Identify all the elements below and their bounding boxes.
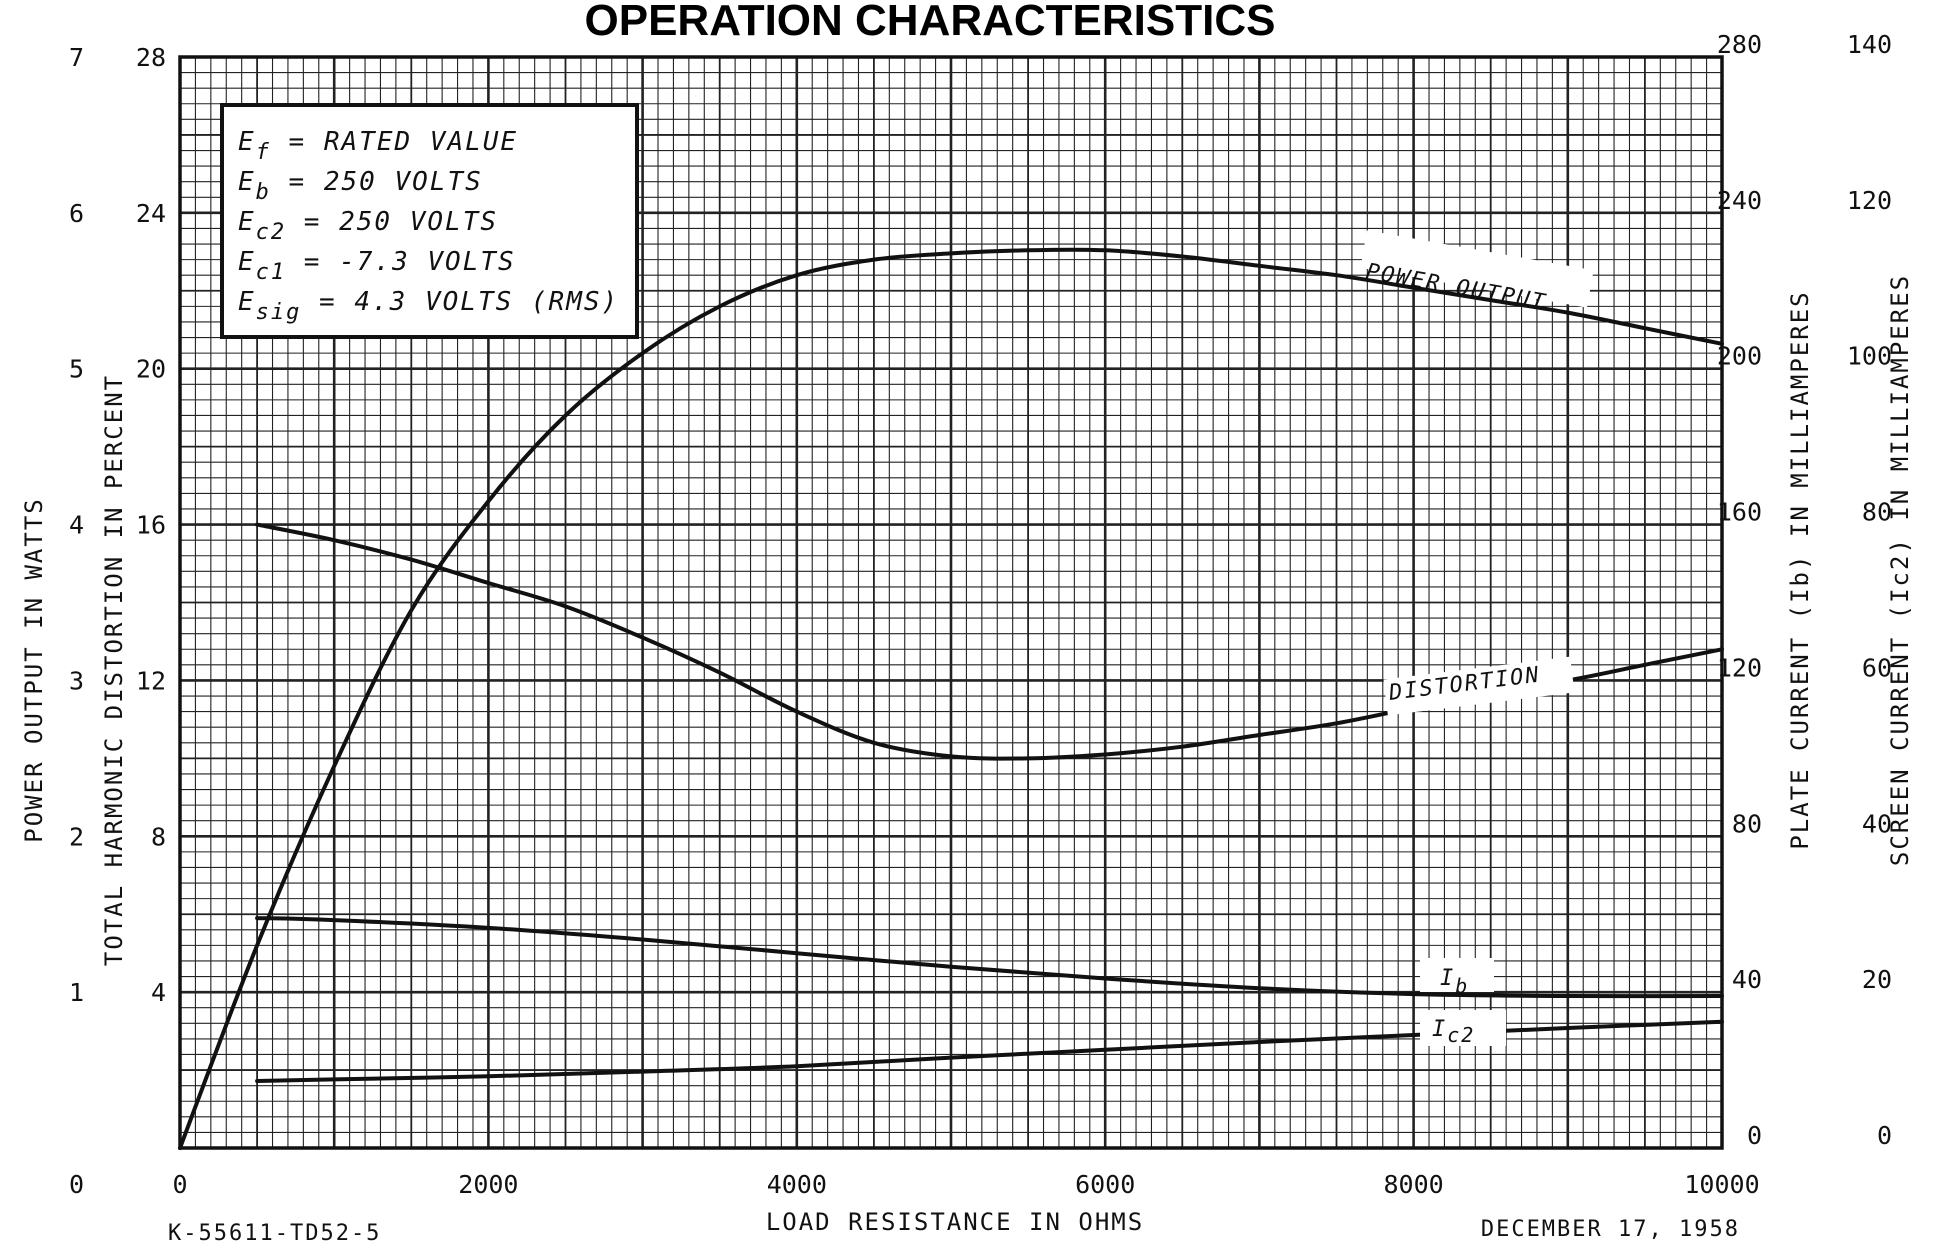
plate-tick-label: 200 (1717, 342, 1762, 371)
ic2-label-backing (1420, 1010, 1506, 1046)
condition-symbol: E (238, 127, 256, 157)
condition-subscript: c2 (256, 220, 287, 245)
distortion-tick-label: 16 (136, 511, 166, 540)
plate-tick-label: 40 (1732, 965, 1762, 994)
condition-subscript: sig (256, 300, 302, 325)
distortion-tick-label: 8 (151, 822, 166, 851)
screen-tick-label: 140 (1847, 30, 1892, 59)
screen-tick-label: 100 (1847, 342, 1892, 371)
distortion-tick-label: 4 (151, 978, 166, 1007)
power-label-backing (1360, 230, 1594, 308)
distortion-tick-label: 28 (136, 43, 166, 72)
power-tick-label: 4 (69, 511, 84, 540)
screen-tick-label: 60 (1862, 653, 1892, 682)
ib-label-backing (1420, 958, 1494, 992)
plate-current-axis-label: PLATE CURRENT (Ib) IN MILLIAMPERES (1786, 290, 1814, 849)
screen-current-label-subscript: c2 (1447, 1023, 1475, 1047)
plate-tick-label: 0 (1747, 1121, 1762, 1150)
condition-symbol: E (238, 287, 256, 317)
condition-value: = -7.3 VOLTS (286, 247, 516, 277)
chart-title: OPERATION CHARACTERISTICS (585, 0, 1276, 45)
condition-symbol: E (238, 167, 256, 197)
condition-line: Ec2 = 250 VOLTS (238, 207, 498, 245)
condition-line: Ec1 = -7.3 VOLTS (238, 247, 516, 285)
power-tick-label: 7 (69, 43, 84, 72)
distortion-tick-label: 20 (136, 355, 166, 384)
plot-frame (178, 55, 1724, 1150)
plate-tick-label: 160 (1717, 498, 1762, 527)
drawing-date: DECEMBER 17, 1958 (1481, 1217, 1740, 1242)
condition-line: Ef = RATED VALUE (238, 127, 518, 165)
condition-subscript: f (256, 140, 271, 165)
x-tick-label: 10000 (1684, 1170, 1759, 1199)
plate-current-curve (255, 916, 1724, 999)
axis-ticks: 0 2000 4000 6000 8000 10000012345674812162024… (69, 30, 1892, 1199)
x-tick-label: 6000 (1075, 1170, 1135, 1199)
condition-line: Eb = 250 VOLTS (238, 167, 483, 205)
power-tick-label: 2 (69, 822, 84, 851)
plate-current-label-subscript: b (1455, 974, 1469, 998)
condition-value: = 250 VOLTS (271, 167, 483, 197)
condition-symbol: E (238, 247, 256, 277)
distortion-tick-label: 12 (136, 666, 166, 695)
screen-current-axis-label: SCREEN CURRENT (Ic2) IN MILLIAMPERES (1886, 274, 1914, 866)
power-tick-label: 0 (69, 1170, 84, 1199)
distortion-tick-label: 24 (136, 199, 166, 228)
plate-tick-label: 240 (1717, 186, 1762, 215)
x-tick-label: 0 (172, 1170, 187, 1199)
distortion-label-backing (1383, 656, 1575, 716)
power-axis-label: POWER OUTPUT IN WATTS (20, 497, 48, 842)
plate-tick-label: 80 (1732, 809, 1762, 838)
power-tick-label: 3 (69, 666, 84, 695)
plate-tick-label: 280 (1717, 30, 1762, 59)
x-tick-label: 4000 (767, 1170, 827, 1199)
condition-line: Esig = 4.3 VOLTS (RMS) (238, 287, 619, 325)
condition-value: = RATED VALUE (271, 127, 518, 157)
screen-tick-label: 120 (1847, 186, 1892, 215)
distortion-axis-label: TOTAL HARMONIC DISTORTION IN PERCENT (100, 374, 128, 966)
condition-subscript: b (256, 180, 271, 205)
power-tick-label: 6 (69, 199, 84, 228)
power-output-curve (178, 247, 1724, 1150)
chart-grid (178, 55, 1724, 1150)
power-tick-label: 1 (69, 978, 84, 1007)
x-tick-label: 2000 (458, 1170, 518, 1199)
plate-tick-label: 120 (1717, 653, 1762, 682)
power-tick-label: 5 (69, 355, 84, 384)
x-axis-label: LOAD RESISTANCE IN OHMS (766, 1208, 1144, 1236)
screen-tick-label: 80 (1862, 498, 1892, 527)
condition-value: = 4.3 VOLTS (RMS) (301, 287, 619, 317)
x-tick-label: 8000 (1383, 1170, 1443, 1199)
screen-tick-label: 40 (1862, 809, 1892, 838)
condition-symbol: E (238, 207, 256, 237)
condition-subscript: c1 (256, 260, 287, 285)
condition-value: = 250 VOLTS (286, 207, 498, 237)
drawing-number: K-55611-TD52-5 (168, 1221, 381, 1245)
distortion-curve (255, 522, 1724, 761)
screen-tick-label: 0 (1877, 1121, 1892, 1150)
screen-tick-label: 20 (1862, 965, 1892, 994)
